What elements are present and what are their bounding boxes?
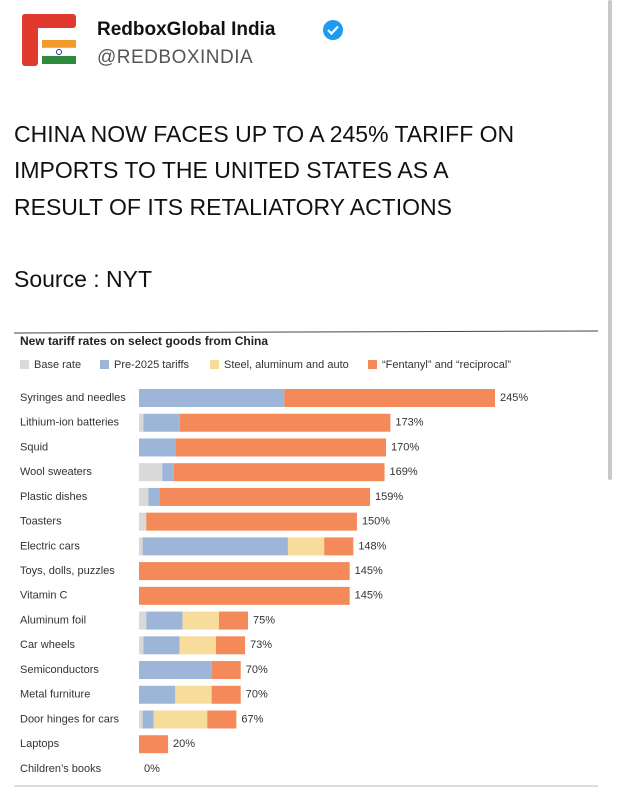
total-label: 70% xyxy=(246,689,268,701)
total-label: 145% xyxy=(355,590,383,602)
tweet-text-line: CHINA NOW FACES UP TO A 245% TARIFF ON xyxy=(14,121,514,147)
bar-segment xyxy=(173,463,385,482)
bar-segment xyxy=(179,413,391,432)
bar-segment xyxy=(175,438,387,457)
bar-segment xyxy=(143,413,180,432)
category-label: Car wheels xyxy=(20,639,76,651)
category-label: Toys, dolls, puzzles xyxy=(20,565,115,577)
verified-badge xyxy=(323,20,343,40)
bar-segment xyxy=(182,611,219,630)
category-label: Metal furniture xyxy=(20,689,90,701)
legend-label: Base rate xyxy=(34,359,81,371)
account-name[interactable]: RedboxGlobal India xyxy=(97,19,276,40)
avatar-logo xyxy=(22,14,77,66)
legend-swatch xyxy=(20,360,29,369)
bar-segment xyxy=(139,438,176,457)
bar-segment xyxy=(139,389,285,407)
legend-label: Steel, aluminum and auto xyxy=(224,359,349,371)
bar-segment xyxy=(146,512,357,531)
total-label: 145% xyxy=(355,565,383,577)
legend-swatch xyxy=(210,360,219,369)
bar-segment xyxy=(139,537,143,556)
total-label: 73% xyxy=(250,639,272,651)
total-label: 148% xyxy=(358,540,386,552)
account-handle[interactable]: @REDBOXINDIA xyxy=(97,47,253,68)
category-label: Wool sweaters xyxy=(20,466,92,478)
bar-segment xyxy=(139,685,176,704)
total-label: 169% xyxy=(390,466,418,478)
bar-segment xyxy=(162,463,174,482)
bar-segment xyxy=(211,685,241,704)
category-label: Squid xyxy=(20,441,48,453)
category-label: Children’s books xyxy=(20,763,102,775)
chart: Base rate Pre-2025 tariffs Steel, aluminum… xyxy=(20,359,528,775)
tweet-text-line: IMPORTS TO THE UNITED STATES AS A xyxy=(14,157,449,183)
total-label: 170% xyxy=(391,441,419,453)
bar-segment xyxy=(146,611,183,630)
category-label: Plastic dishes xyxy=(20,491,88,503)
bar-segment xyxy=(207,710,237,729)
category-label: Toasters xyxy=(20,516,62,528)
bar-segment xyxy=(139,661,212,680)
bar-segment xyxy=(139,413,144,432)
bar-segment xyxy=(139,636,144,655)
chart-title: New tariff rates on select goods from Ch… xyxy=(20,334,268,348)
bar-segment xyxy=(139,463,163,482)
bar-segment xyxy=(143,636,180,655)
category-label: Syringes and needles xyxy=(20,392,126,404)
bar-segment xyxy=(139,512,147,531)
scrollbar[interactable] xyxy=(608,0,612,480)
category-label: Semiconductors xyxy=(20,664,99,676)
bar-segment xyxy=(142,537,288,556)
bar-segment xyxy=(287,537,325,556)
category-label: Vitamin C xyxy=(20,590,68,602)
legend-label: “Fentanyl” and “reciprocal” xyxy=(382,359,511,371)
bar-segment xyxy=(139,487,149,506)
bar-segment xyxy=(139,611,147,630)
category-label: Lithium-ion batteries xyxy=(20,417,120,429)
bar-segment xyxy=(139,735,169,754)
total-label: 20% xyxy=(173,738,195,750)
total-label: 0% xyxy=(144,763,160,775)
total-label: 245% xyxy=(500,392,528,404)
bar-segment xyxy=(216,636,246,655)
image-border xyxy=(13,330,599,334)
bar-segment xyxy=(175,685,212,704)
legend-label: Pre-2025 tariffs xyxy=(114,359,190,371)
bar-segment xyxy=(142,710,154,729)
total-label: 75% xyxy=(253,614,275,626)
bar-segment xyxy=(139,710,143,729)
tweet-source: Source : NYT xyxy=(14,266,152,292)
category-label: Laptops xyxy=(20,738,60,750)
category-label: Door hinges for cars xyxy=(20,713,120,725)
total-label: 67% xyxy=(241,713,263,725)
tweet-text-line: RESULT OF ITS RETALIATORY ACTIONS xyxy=(14,194,452,220)
bar-segment xyxy=(211,661,241,680)
total-label: 173% xyxy=(395,417,423,429)
total-label: 70% xyxy=(246,664,268,676)
legend-swatch xyxy=(100,360,109,369)
category-label: Electric cars xyxy=(20,540,80,552)
total-label: 150% xyxy=(362,516,390,528)
bar-segment xyxy=(324,537,354,556)
bar-segment xyxy=(159,487,371,506)
bar-segment xyxy=(284,389,495,407)
bar-segment xyxy=(179,636,217,655)
category-label: Aluminum foil xyxy=(20,614,86,626)
legend-swatch xyxy=(368,360,377,369)
bar-segment xyxy=(218,611,248,630)
bar-segment xyxy=(139,562,350,581)
bar-segment xyxy=(153,710,208,729)
bar-segment xyxy=(139,586,350,605)
total-label: 159% xyxy=(375,491,403,503)
bar-segment xyxy=(148,487,160,506)
